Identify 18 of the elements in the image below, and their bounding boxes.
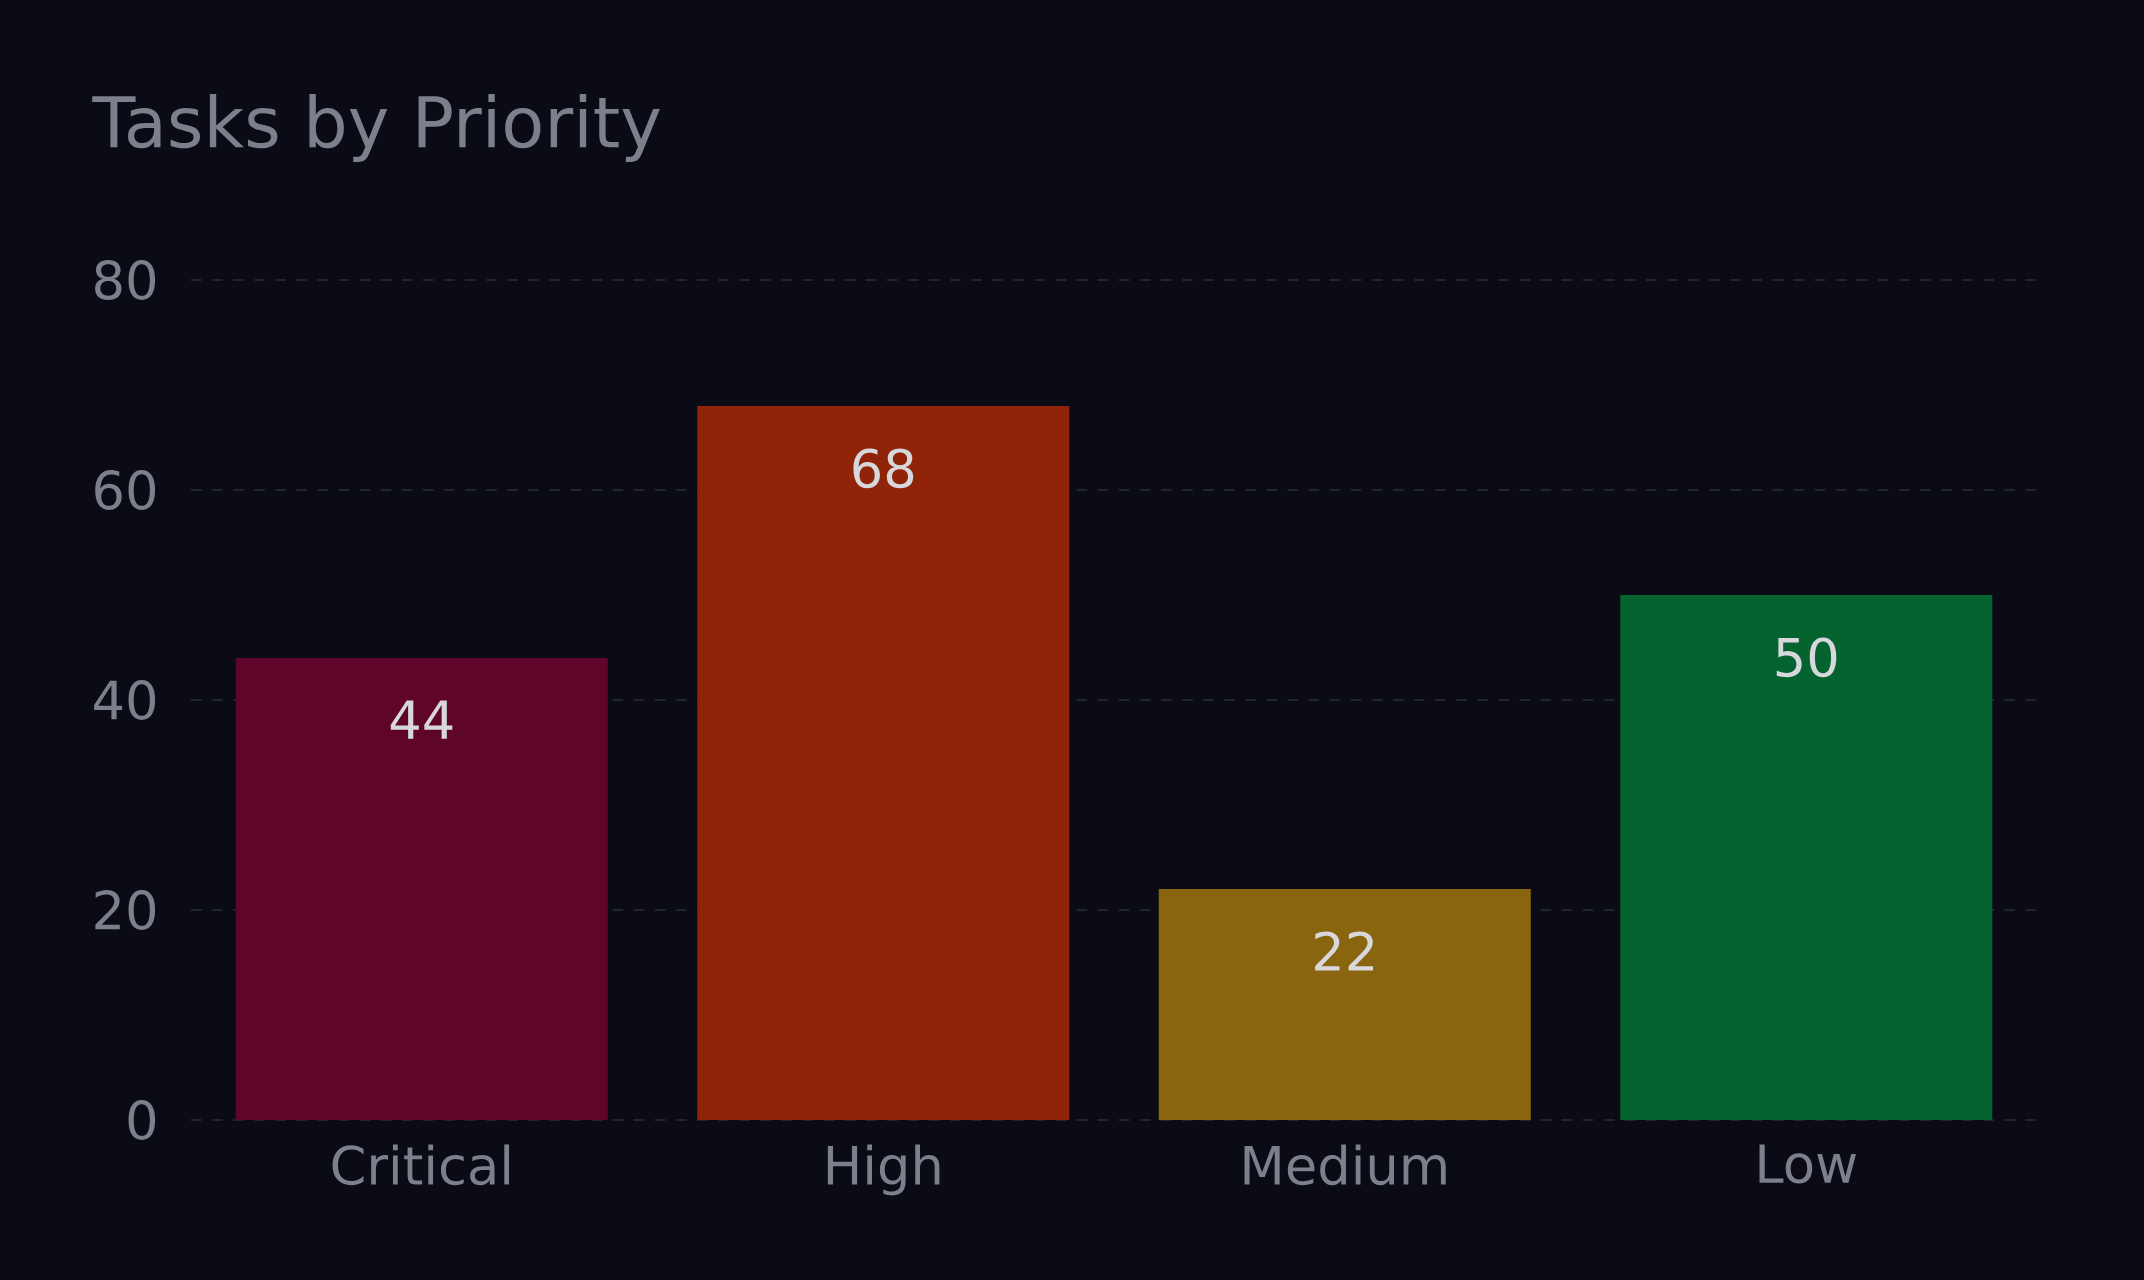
x-tick-label: Low [1759, 1144, 1856, 1184]
bar [235, 657, 608, 1120]
data-label: 22 [1315, 931, 1374, 971]
chart-title: Tasks by Priority [92, 93, 660, 162]
bar [697, 405, 1070, 1120]
y-tick-label: 0 [128, 1100, 156, 1140]
data-label: 50 [1776, 637, 1837, 678]
bar [1620, 594, 1993, 1120]
y-tick-label: 80 [95, 260, 156, 300]
data-label: 44 [390, 700, 453, 739]
data-label: 68 [853, 448, 914, 489]
x-tick-label: High [827, 1144, 940, 1196]
y-tick-label: 60 [95, 470, 156, 510]
y-tick-label: 40 [94, 680, 156, 720]
bar [1158, 888, 1531, 1120]
x-tick-label: Medium [1244, 1144, 1446, 1186]
y-tick-label: 20 [95, 890, 156, 930]
x-tick-label: Critical [332, 1144, 510, 1186]
